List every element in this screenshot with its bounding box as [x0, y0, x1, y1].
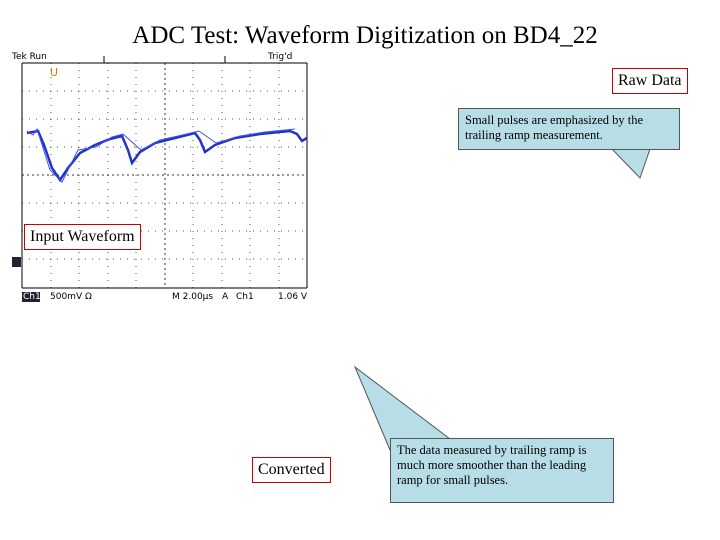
callout: Small pulses are emphasized by the trail… [458, 108, 680, 150]
callout: The data measured by trailing ramp is mu… [390, 438, 614, 503]
scope-trigger-mode: A [222, 292, 229, 302]
scope-frame [21, 56, 308, 289]
scope-trigger-state: Trig'd [268, 52, 293, 62]
trigger-marker: U [50, 66, 58, 79]
scope-channel: Ch1 [23, 292, 41, 302]
waveform-noise [26, 127, 296, 183]
converted-label: Converted [252, 457, 331, 483]
scope-time: M 2.00µs [172, 292, 214, 302]
callout-tail [610, 148, 651, 179]
scope-status: Tek Run [12, 52, 47, 62]
scope-trigger-level: 1.06 V [278, 292, 308, 302]
raw-data-label: Raw Data [612, 68, 688, 94]
input-waveform-label: Input Waveform [24, 224, 141, 250]
scope-trigger-source: Ch1 [236, 292, 254, 302]
scope-volts: 500mV Ω [50, 292, 92, 302]
ground-marker [12, 257, 21, 267]
title: ADC Test: Waveform Digitization on BD4_2… [132, 22, 598, 49]
ch-box [22, 292, 40, 302]
